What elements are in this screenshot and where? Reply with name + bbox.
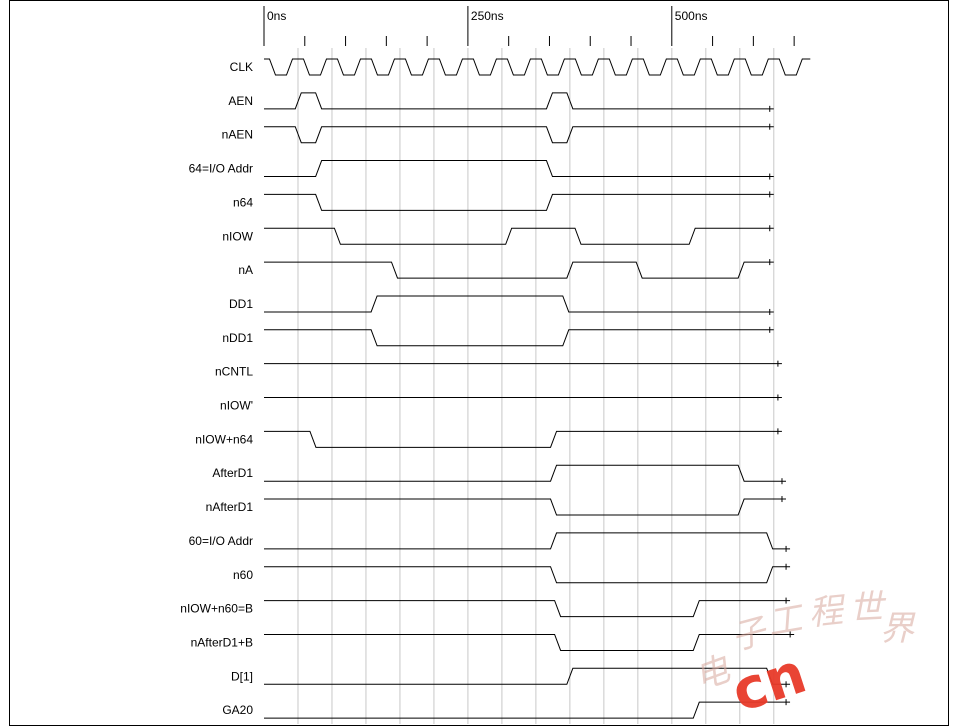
signal-label: n64 [233, 195, 253, 209]
waveform-niow-n64 [264, 430, 782, 448]
signal-label: GA20 [222, 703, 253, 717]
time-label: 250ns [471, 9, 504, 23]
svg-text:工: 工 [765, 598, 808, 644]
svg-text:世: 世 [848, 587, 888, 629]
waveform-nafterd1 [264, 498, 786, 516]
signal-label: nAfterD1+B [191, 635, 253, 649]
signal-label: nIOW+n64 [195, 432, 253, 446]
waveform-60-i-o-addr [264, 532, 791, 550]
time-label: 500ns [675, 9, 708, 23]
signal-label: nIOW [222, 229, 253, 243]
signal-label: nA [238, 263, 253, 277]
waveform-nafterd1-b [264, 633, 795, 651]
signal-label: n60 [233, 568, 253, 582]
signal-label: nDD1 [222, 331, 253, 345]
waveform-niow-n60-b [264, 600, 791, 618]
signal-labels: CLK AEN nAEN 64=I/O Addr n64 nIOW nA DD1 nDD1 nCN… [180, 60, 253, 717]
signal-label: nIOW' [220, 399, 253, 413]
signal-label: nAEN [222, 128, 253, 142]
signal-label: nAfterD1 [206, 500, 254, 514]
waveform-dd1 [264, 295, 774, 313]
time-axis: 0ns 250ns 500ns [263, 6, 795, 46]
waveform-n64 [264, 193, 774, 211]
waveform-niow [264, 227, 774, 245]
waveform-ga20 [264, 701, 791, 719]
signal-label: nCNTL [215, 365, 253, 379]
waveform-na [264, 261, 774, 279]
signal-label: nIOW+n60=B [180, 602, 253, 616]
signal-label: CLK [230, 60, 253, 74]
svg-text:程: 程 [807, 590, 849, 634]
signal-label: D[1] [231, 669, 253, 683]
waveform-clk [264, 58, 811, 76]
waveform-aen [264, 92, 774, 110]
waveform-naen [264, 126, 774, 144]
signal-label: AfterD1 [212, 466, 253, 480]
signal-label: 60=I/O Addr [189, 534, 253, 548]
waveform-ndd1 [264, 329, 774, 347]
timing-gridlines [297, 48, 775, 724]
waveform-64-i-o-addr [264, 160, 774, 178]
waveform-afterd1 [264, 464, 786, 482]
time-label: 0ns [267, 9, 286, 23]
waveform-d-1- [264, 667, 791, 685]
signal-label: 64=I/O Addr [189, 162, 253, 176]
signal-waveforms [264, 58, 811, 719]
signal-label: AEN [228, 94, 253, 108]
signal-label: DD1 [229, 297, 253, 311]
watermark: 电子工程世界cn [689, 587, 916, 725]
waveform-n60 [264, 566, 791, 584]
svg-text:界: 界 [880, 609, 916, 649]
